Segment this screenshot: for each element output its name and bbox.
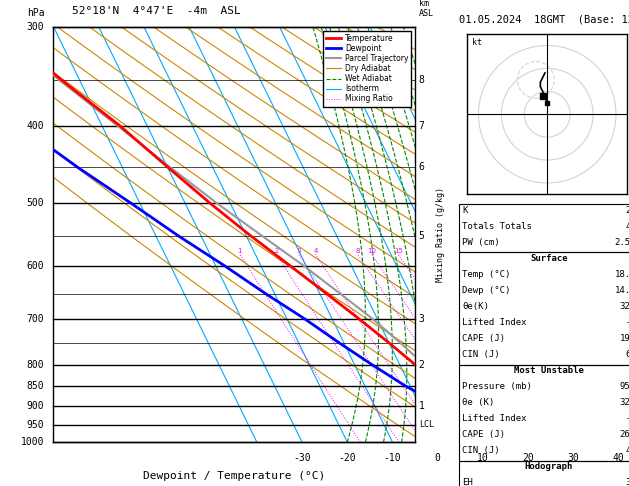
Text: θe(K): θe(K) — [462, 302, 489, 311]
Text: 8: 8 — [355, 248, 360, 254]
Text: 850: 850 — [27, 381, 45, 391]
Text: 30: 30 — [567, 452, 579, 463]
Text: -20: -20 — [338, 452, 356, 463]
Text: PW (cm): PW (cm) — [462, 238, 500, 247]
Text: θe (K): θe (K) — [462, 398, 494, 407]
Text: 300: 300 — [27, 22, 45, 32]
Text: 4: 4 — [313, 248, 318, 254]
Text: 1000: 1000 — [21, 437, 45, 447]
Text: 800: 800 — [27, 360, 45, 370]
Text: -10: -10 — [384, 452, 401, 463]
Text: 194: 194 — [620, 334, 629, 343]
Text: 0: 0 — [435, 452, 441, 463]
Text: Surface: Surface — [530, 254, 567, 263]
Text: CAPE (J): CAPE (J) — [462, 430, 505, 439]
Text: 266: 266 — [620, 430, 629, 439]
Text: CIN (J): CIN (J) — [462, 446, 500, 455]
Text: Mixing Ratio (g/kg): Mixing Ratio (g/kg) — [436, 187, 445, 282]
Text: Pressure (mb): Pressure (mb) — [462, 382, 532, 391]
Text: 700: 700 — [27, 314, 45, 324]
Text: -30: -30 — [293, 452, 311, 463]
Text: 900: 900 — [27, 401, 45, 411]
Text: Totals Totals: Totals Totals — [462, 222, 532, 231]
Text: hPa: hPa — [27, 8, 45, 18]
Text: 26: 26 — [625, 206, 629, 215]
Text: 2: 2 — [274, 248, 279, 254]
Text: 6: 6 — [419, 162, 425, 172]
Text: 10: 10 — [367, 248, 376, 254]
Text: 950: 950 — [27, 419, 45, 430]
Text: EH: EH — [462, 478, 473, 486]
Text: 30: 30 — [625, 478, 629, 486]
Text: 65: 65 — [625, 350, 629, 359]
Text: 15: 15 — [394, 248, 403, 254]
Text: 1: 1 — [419, 401, 425, 411]
Text: Temp (°C): Temp (°C) — [462, 270, 511, 279]
Legend: Temperature, Dewpoint, Parcel Trajectory, Dry Adiabat, Wet Adiabat, Isotherm, Mi: Temperature, Dewpoint, Parcel Trajectory… — [323, 31, 411, 106]
Text: Most Unstable: Most Unstable — [514, 366, 584, 375]
Text: 52°18'N  4°47'E  -4m  ASL: 52°18'N 4°47'E -4m ASL — [72, 6, 240, 17]
Text: 2: 2 — [419, 360, 425, 370]
Text: K: K — [462, 206, 468, 215]
Text: 10: 10 — [477, 452, 489, 463]
Text: Dewp (°C): Dewp (°C) — [462, 286, 511, 295]
Text: 320: 320 — [620, 398, 629, 407]
Text: 18.7: 18.7 — [615, 270, 629, 279]
Text: 320: 320 — [620, 302, 629, 311]
Text: 8: 8 — [419, 75, 425, 85]
Text: 3: 3 — [296, 248, 301, 254]
Text: CIN (J): CIN (J) — [462, 350, 500, 359]
Text: CAPE (J): CAPE (J) — [462, 334, 505, 343]
Text: LCL: LCL — [419, 420, 434, 429]
Text: 5: 5 — [419, 231, 425, 241]
Text: 49: 49 — [625, 446, 629, 455]
Text: 1: 1 — [238, 248, 242, 254]
Text: Dewpoint / Temperature (°C): Dewpoint / Temperature (°C) — [143, 471, 325, 481]
Text: 14.4: 14.4 — [615, 286, 629, 295]
Text: 500: 500 — [27, 198, 45, 208]
Text: 400: 400 — [27, 121, 45, 131]
Text: 01.05.2024  18GMT  (Base: 12): 01.05.2024 18GMT (Base: 12) — [459, 14, 629, 24]
Text: Hodograph: Hodograph — [525, 462, 573, 471]
Text: 20: 20 — [522, 452, 534, 463]
Text: Lifted Index: Lifted Index — [462, 318, 527, 327]
Text: 600: 600 — [27, 261, 45, 271]
Text: Lifted Index: Lifted Index — [462, 414, 527, 423]
Text: km
ASL: km ASL — [419, 0, 434, 18]
Text: 3: 3 — [419, 314, 425, 324]
Text: -1: -1 — [625, 414, 629, 423]
Text: 950: 950 — [620, 382, 629, 391]
Text: 40: 40 — [613, 452, 625, 463]
Text: kt: kt — [472, 38, 482, 48]
Text: 7: 7 — [419, 121, 425, 131]
Text: -0: -0 — [625, 318, 629, 327]
Text: 2.58: 2.58 — [615, 238, 629, 247]
Text: 49: 49 — [625, 222, 629, 231]
